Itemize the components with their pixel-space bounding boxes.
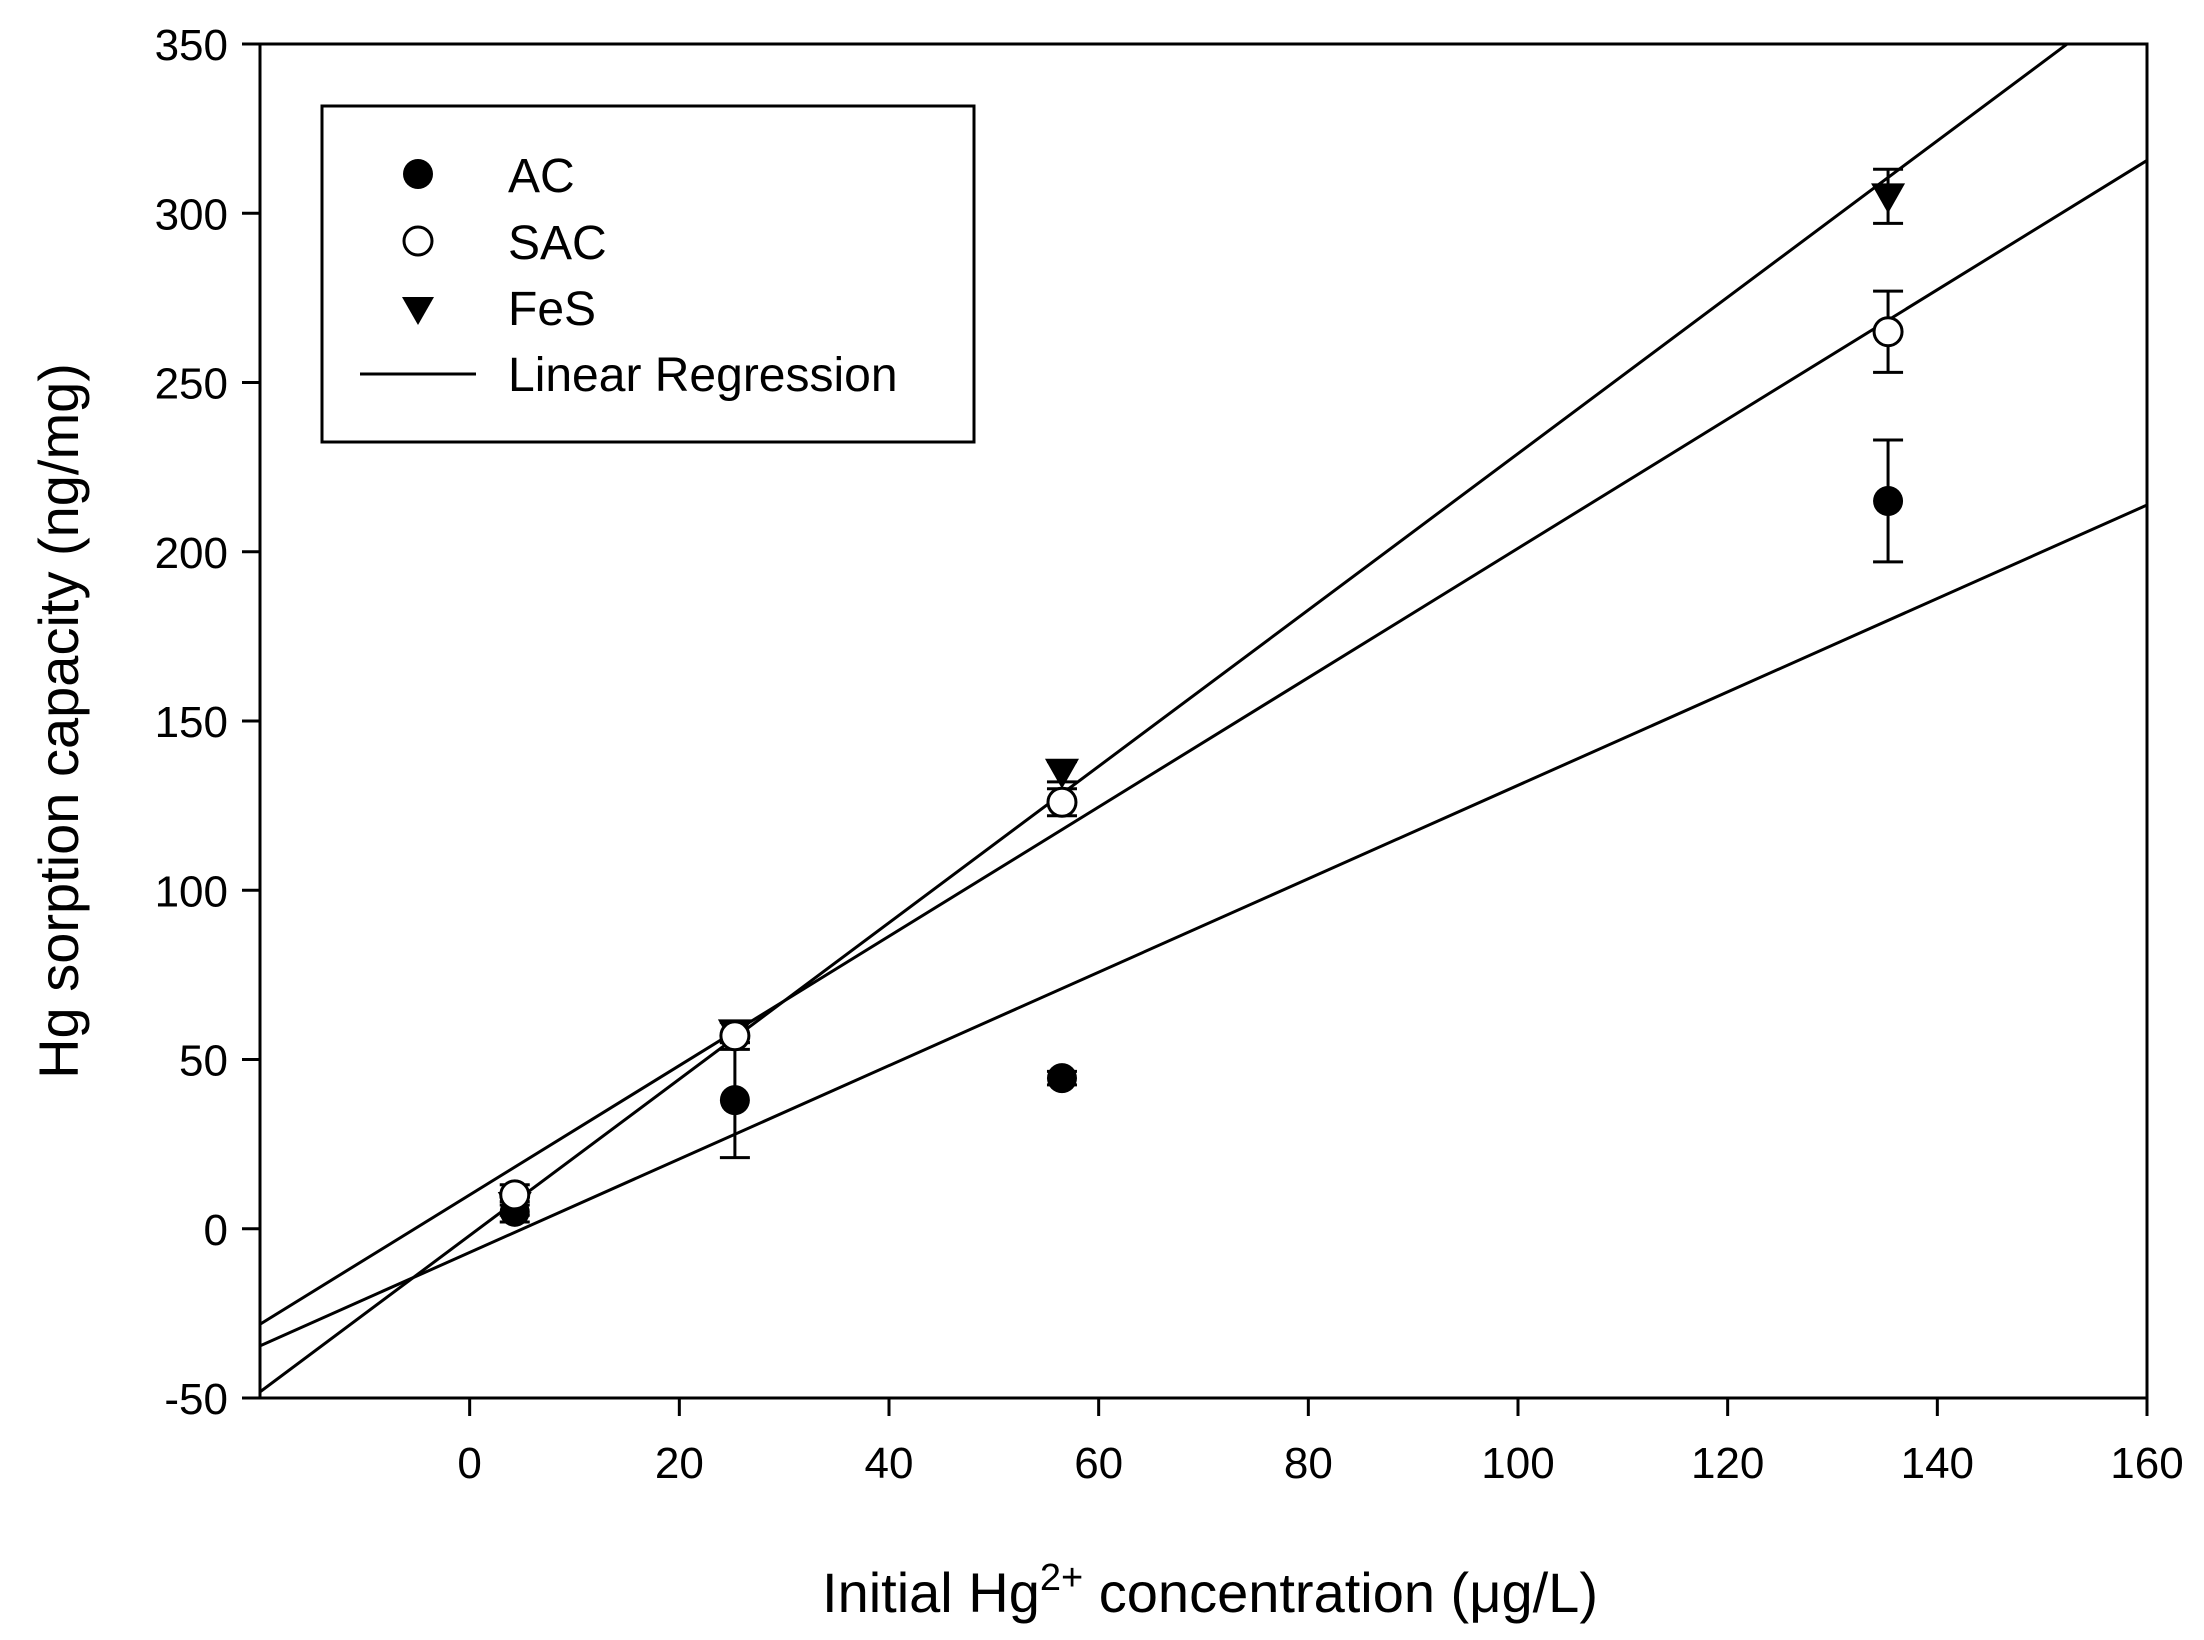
data-point-fes: [1871, 183, 1906, 214]
legend-label-fes: FeS: [508, 283, 596, 336]
legend: AC SAC FeS Linear Regression: [320, 104, 976, 444]
y-tick-label: 0: [204, 1206, 228, 1255]
x-tick-label: 40: [865, 1439, 914, 1488]
data-point-sac: [1046, 786, 1078, 818]
data-point-ac: [1873, 485, 1904, 516]
regression-line-fes: [260, 44, 2070, 1394]
data-point-ac: [719, 1085, 750, 1116]
regression-line-ac: [260, 503, 2147, 1348]
y-tick-label: 300: [155, 190, 228, 239]
legend-label-ac: AC: [508, 150, 575, 203]
y-tick-label: 200: [155, 529, 228, 578]
y-tick-label: 250: [155, 360, 228, 409]
data-markers: [497, 183, 1906, 1227]
legend-marker-fes: [402, 297, 434, 325]
x-axis: 0 20 40 60 80 100 120 140 160: [457, 1398, 2184, 1488]
data-point-sac: [1872, 316, 1904, 348]
x-tick-label: 20: [655, 1439, 704, 1488]
regression-lines: [260, 44, 2147, 1394]
y-tick-label: 150: [155, 698, 228, 747]
x-tick-label: 0: [457, 1439, 481, 1488]
y-tick-label: 50: [179, 1037, 228, 1086]
y-axis: -50 0 50 100 150 200 250 300 350: [155, 21, 260, 1424]
data-point-ac: [1046, 1063, 1077, 1094]
legend-marker-ac: [403, 159, 433, 189]
x-tick-label: 80: [1284, 1439, 1333, 1488]
data-point-sac: [499, 1179, 531, 1211]
x-tick-label: 100: [1481, 1439, 1554, 1488]
legend-label-sac: SAC: [508, 217, 607, 270]
data-point-sac: [719, 1020, 751, 1052]
y-tick-label: 350: [155, 21, 228, 70]
x-tick-label: 120: [1691, 1439, 1764, 1488]
x-tick-label: 60: [1074, 1439, 1123, 1488]
legend-box: [320, 104, 976, 444]
data-point-fes: [1044, 758, 1079, 789]
x-axis-title: Initial Hg2+ concentration (μg/L): [822, 1557, 1598, 1624]
x-tick-label: 160: [2110, 1439, 2183, 1488]
y-axis-title: Hg sorption capacity (ng/mg): [27, 363, 90, 1079]
x-tick-label: 140: [1901, 1439, 1974, 1488]
y-tick-label: -50: [164, 1375, 228, 1424]
legend-label-regression: Linear Regression: [508, 349, 898, 402]
regression-line-sac: [260, 159, 2147, 1326]
legend-marker-sac: [402, 225, 434, 257]
y-tick-label: 100: [155, 867, 228, 916]
